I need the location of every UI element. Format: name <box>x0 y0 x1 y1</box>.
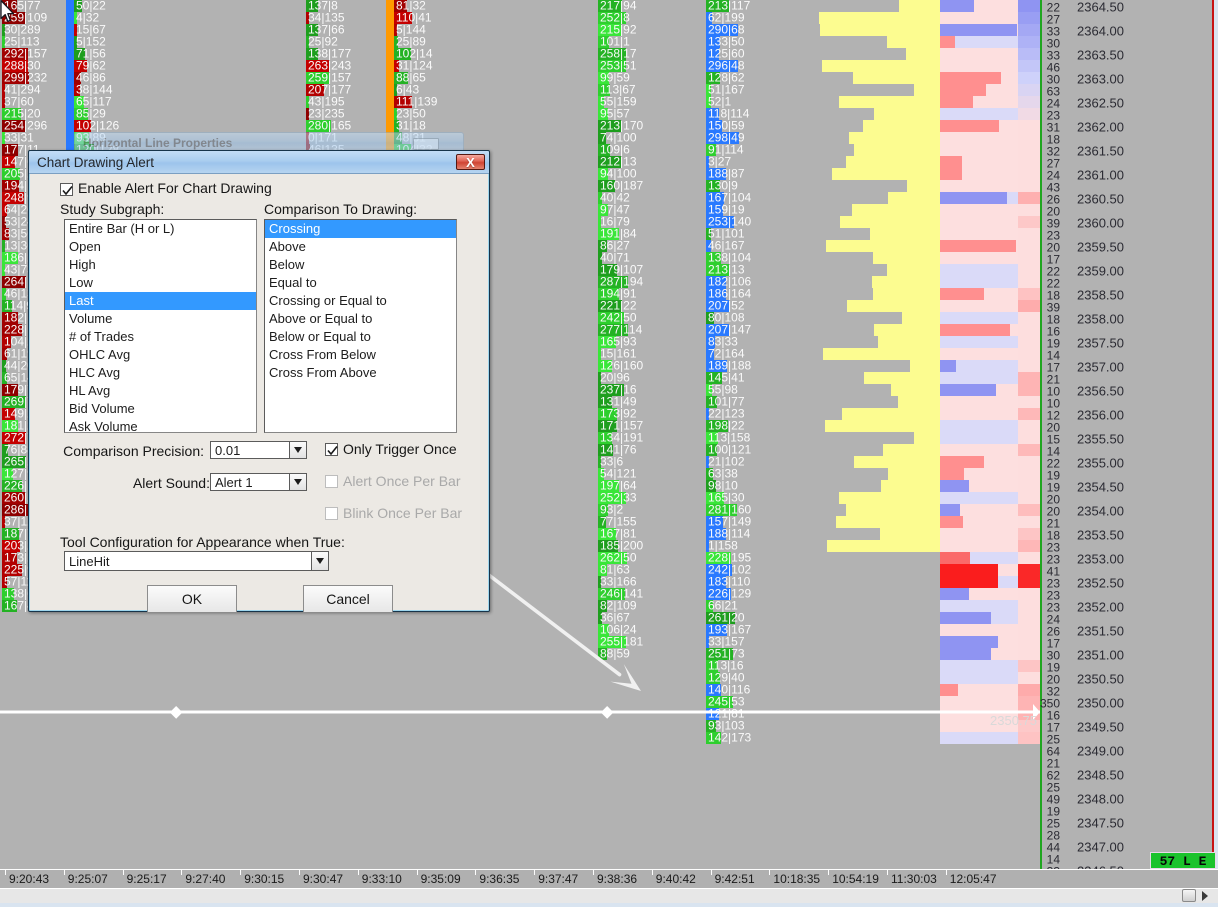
svg-text:2357.00: 2357.00 <box>1077 360 1124 375</box>
svg-text:2350.50: 2350.50 <box>1077 672 1124 687</box>
svg-text:88|59: 88|59 <box>600 647 630 661</box>
svg-text:2359.00: 2359.00 <box>1077 264 1124 279</box>
svg-text:2361.00: 2361.00 <box>1077 168 1124 183</box>
svg-text:2361.50: 2361.50 <box>1077 144 1124 159</box>
svg-text:2362.50: 2362.50 <box>1077 96 1124 111</box>
svg-text:2356.00: 2356.00 <box>1077 408 1124 423</box>
svg-text:2347.00: 2347.00 <box>1077 840 1124 855</box>
svg-text:2359.50: 2359.50 <box>1077 240 1124 255</box>
svg-text:2358.50: 2358.50 <box>1077 288 1124 303</box>
svg-text:2355.50: 2355.50 <box>1077 432 1124 447</box>
svg-text:2363.50: 2363.50 <box>1077 48 1124 63</box>
svg-text:2356.50: 2356.50 <box>1077 384 1124 399</box>
svg-text:2353.00: 2353.00 <box>1077 552 1124 567</box>
svg-text:2363.00: 2363.00 <box>1077 72 1124 87</box>
svg-text:2355.00: 2355.00 <box>1077 456 1124 471</box>
svg-text:2349.50: 2349.50 <box>1077 720 1124 735</box>
svg-text:2348.00: 2348.00 <box>1077 792 1124 807</box>
svg-text:2364.00: 2364.00 <box>1077 24 1124 39</box>
svg-text:2347.50: 2347.50 <box>1077 816 1124 831</box>
svg-text:2350.00: 2350.00 <box>1077 696 1124 711</box>
svg-text:2364.50: 2364.50 <box>1077 0 1124 15</box>
svg-text:2353.50: 2353.50 <box>1077 528 1124 543</box>
svg-text:2352.00: 2352.00 <box>1077 600 1124 615</box>
svg-text:2351.00: 2351.00 <box>1077 648 1124 663</box>
svg-text:142|173: 142|173 <box>708 731 751 745</box>
svg-text:2351.50: 2351.50 <box>1077 624 1124 639</box>
svg-text:2348.50: 2348.50 <box>1077 768 1124 783</box>
svg-text:2357.50: 2357.50 <box>1077 336 1124 351</box>
svg-text:2360.50: 2360.50 <box>1077 192 1124 207</box>
svg-text:2362.00: 2362.00 <box>1077 120 1124 135</box>
svg-text:2354.50: 2354.50 <box>1077 480 1124 495</box>
svg-text:2360.00: 2360.00 <box>1077 216 1124 231</box>
svg-text:2358.00: 2358.00 <box>1077 312 1124 327</box>
svg-text:2354.00: 2354.00 <box>1077 504 1124 519</box>
svg-text:2352.50: 2352.50 <box>1077 576 1124 591</box>
svg-text:2349.00: 2349.00 <box>1077 744 1124 759</box>
